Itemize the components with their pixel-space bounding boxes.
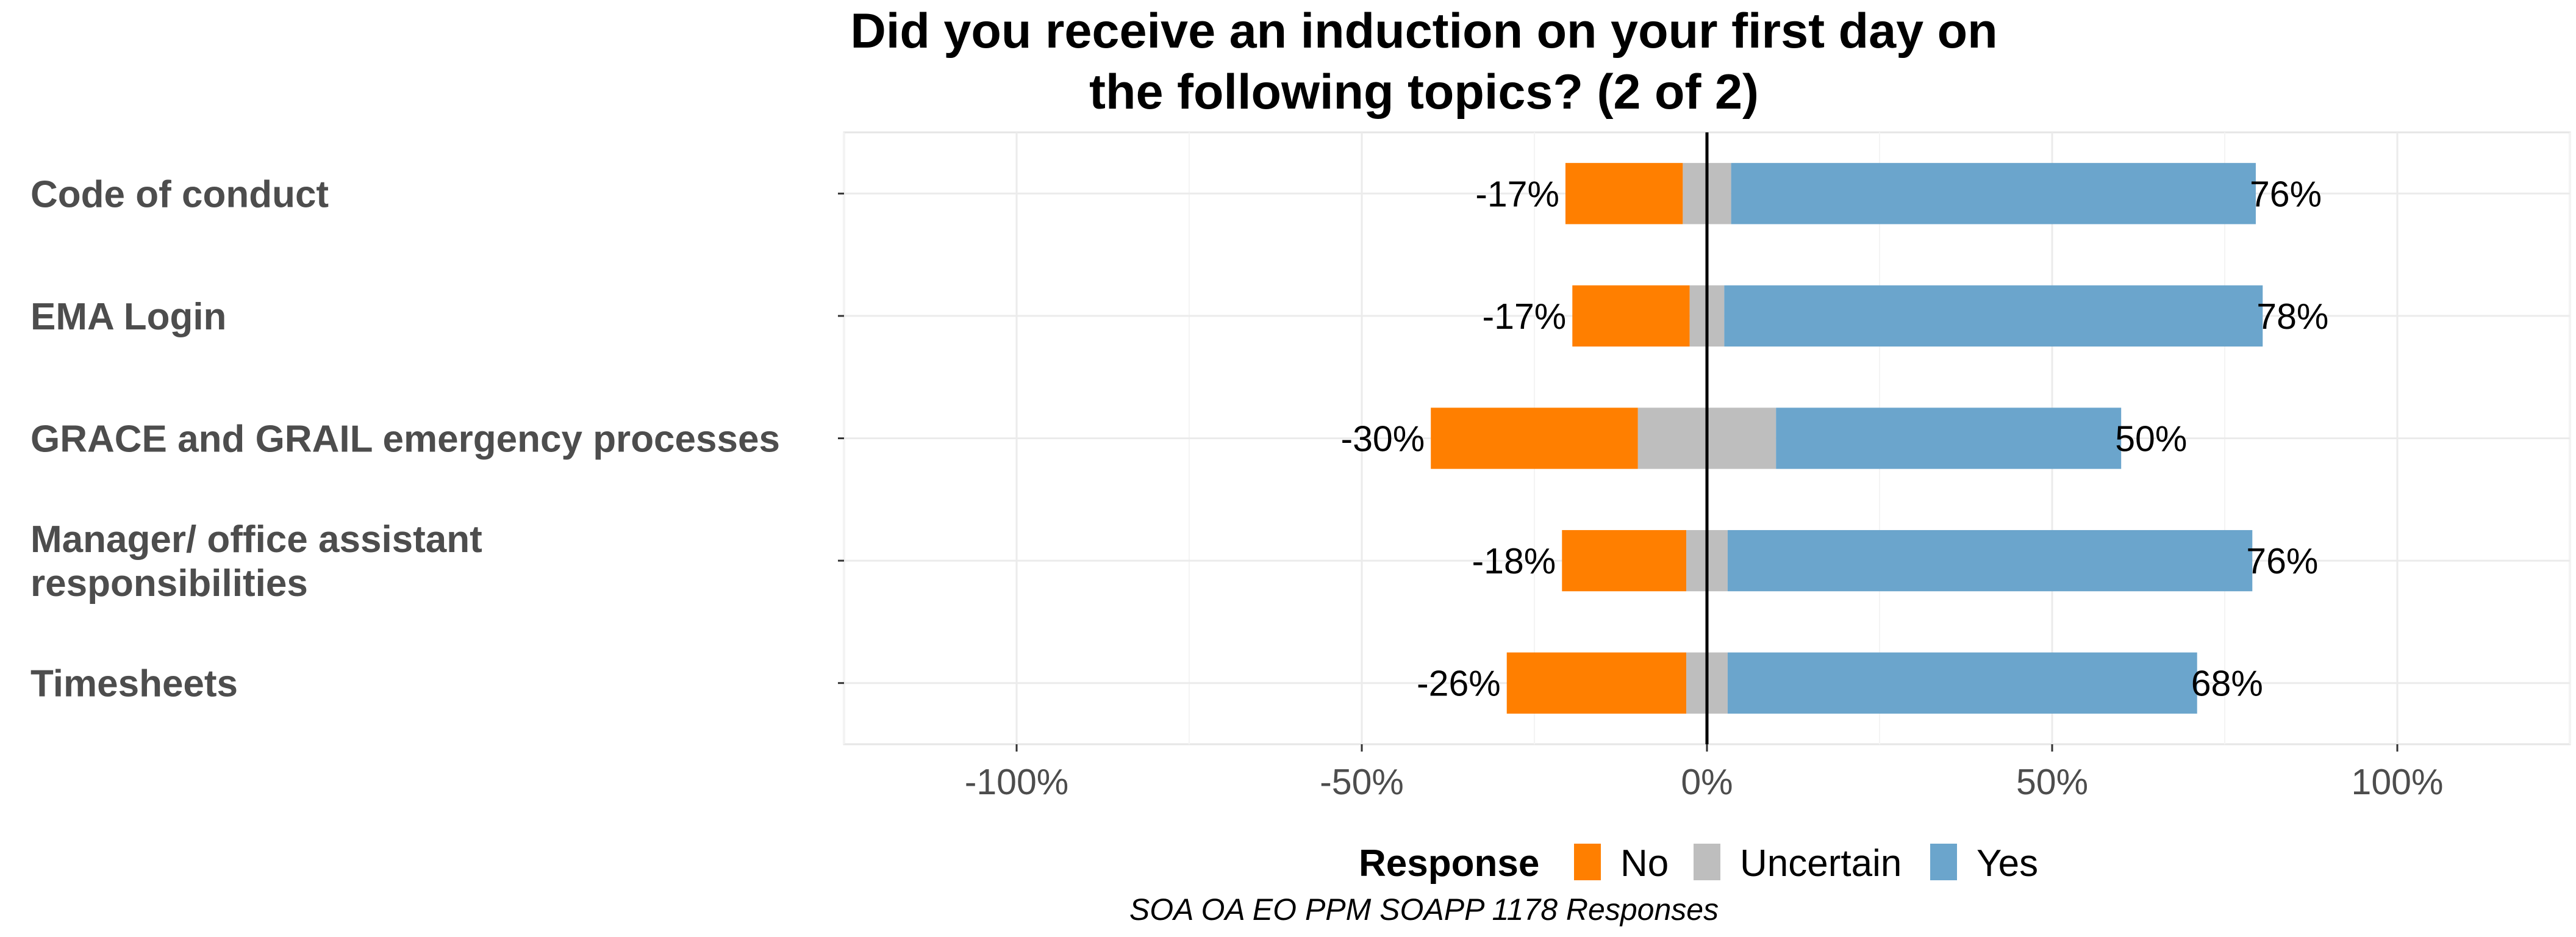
data-label-positive: 50%	[2115, 419, 2187, 459]
bar-yes	[1776, 407, 2122, 469]
category-label: EMA Login	[30, 296, 226, 338]
legend: Response No Uncertain Yes	[1359, 842, 2038, 885]
x-tick-label: 100%	[2352, 762, 2444, 802]
data-label-positive: 78%	[2256, 296, 2328, 337]
data-label-negative: -26%	[1417, 664, 1501, 704]
category-labels: Code of conduct EMA Login GRACE and GRAIL …	[30, 173, 844, 705]
bars	[1431, 163, 2263, 714]
data-labels: -17% 76% -17% 78% -30% 50% -18% 76% -26% 68%	[1340, 174, 2328, 703]
bar-no	[1565, 163, 1683, 224]
data-label-positive: 76%	[2246, 541, 2318, 581]
chart-caption: SOA OA EO PPM SOAPP 1178 Responses	[1129, 892, 1719, 927]
bar-yes	[1727, 652, 2197, 714]
legend-label-uncertain: Uncertain	[1740, 842, 1902, 885]
data-label-positive: 76%	[2250, 174, 2322, 214]
category-label: GRACE and GRAIL emergency processes	[30, 418, 780, 461]
x-tick-label: 50%	[2016, 762, 2088, 802]
legend-title: Response	[1359, 842, 1539, 885]
data-label-negative: -18%	[1472, 541, 1556, 581]
data-label-negative: -17%	[1483, 296, 1567, 337]
category-label: Code of conduct	[30, 173, 329, 215]
x-tick-label: -100%	[965, 762, 1069, 802]
data-label-negative: -30%	[1340, 419, 1425, 459]
category-label: Timesheets	[30, 663, 238, 705]
chart-title-line-2: the following topics? (2 of 2)	[1089, 65, 1759, 120]
bar-yes	[1731, 163, 2256, 224]
bar-yes	[1727, 530, 2253, 592]
bar-no	[1431, 407, 1638, 469]
legend-key-yes	[1930, 844, 1957, 880]
x-axis: -100% -50% 0% 50% 100%	[965, 744, 2444, 802]
category-label: responsibilities	[30, 562, 308, 605]
legend-key-no	[1574, 844, 1601, 880]
data-label-positive: 68%	[2191, 664, 2263, 704]
bar-no	[1562, 530, 1687, 592]
category-label: Manager/ office assistant	[30, 519, 482, 561]
x-tick-label: -50%	[1320, 762, 1404, 802]
x-tick-label: 0%	[1681, 762, 1733, 802]
chart-title-line-1: Did you receive an induction on your fir…	[850, 4, 1997, 59]
data-label-negative: -17%	[1475, 174, 1559, 214]
bar-no	[1572, 285, 1690, 347]
bar-no	[1506, 652, 1687, 714]
legend-key-uncertain	[1694, 844, 1720, 880]
legend-label-no: No	[1620, 842, 1669, 885]
legend-label-yes: Yes	[1977, 842, 2038, 885]
bar-yes	[1724, 285, 2263, 347]
